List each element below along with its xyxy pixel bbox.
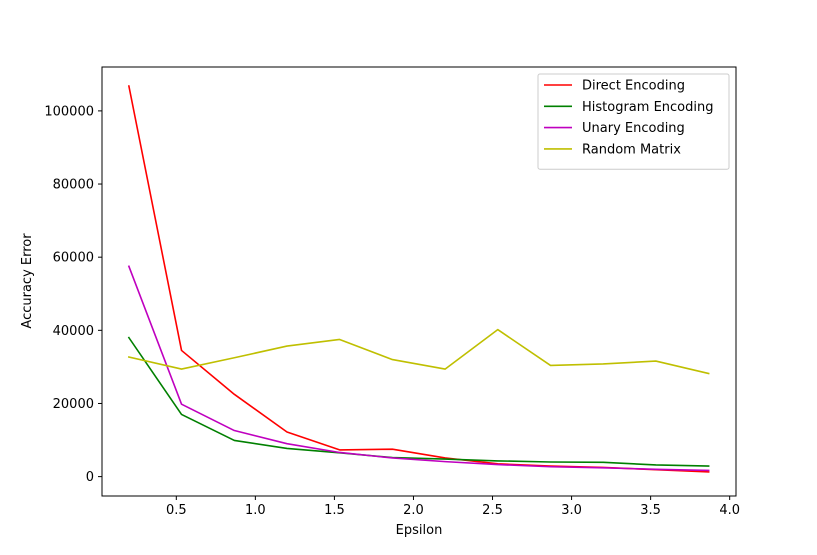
legend-entry-label: Random Matrix xyxy=(582,142,681,157)
x-tick-label: 3.5 xyxy=(640,503,661,518)
x-axis-label: Epsilon xyxy=(396,523,443,538)
series-line-random-matrix xyxy=(127,328,710,375)
legend: Direct Encoding Histogram Encoding Unary E… xyxy=(537,73,730,170)
y-tick-label: 100000 xyxy=(44,104,94,119)
y-tick-label: 0 xyxy=(86,470,94,485)
series-line-histogram-encoding xyxy=(127,336,710,467)
x-tick-label: 2.5 xyxy=(482,503,503,518)
x-tick-label: 4.0 xyxy=(719,503,740,518)
y-tick-label: 40000 xyxy=(53,324,94,339)
series-layer xyxy=(127,85,710,473)
y-tick-label: 20000 xyxy=(53,397,94,412)
y-tick-label: 60000 xyxy=(53,251,94,266)
x-tick-label: 2.0 xyxy=(403,503,424,518)
y-axis: 0 20000 40000 60000 80000 100000 xyxy=(44,104,102,485)
x-tick-label: 1.5 xyxy=(324,503,345,518)
y-tick-label: 80000 xyxy=(53,178,94,193)
plot-frame xyxy=(101,66,737,497)
legend-entry-label: Direct Encoding xyxy=(582,79,685,94)
x-tick-label: 0.5 xyxy=(166,503,187,518)
x-tick-label: 3.0 xyxy=(561,503,582,518)
legend-entry-label: Histogram Encoding xyxy=(582,100,713,115)
legend-box xyxy=(537,73,730,170)
series-line-unary-encoding xyxy=(127,265,710,472)
legend-entry-label: Unary Encoding xyxy=(582,121,685,136)
y-axis-label: Accuracy Error xyxy=(20,233,35,329)
x-tick-label: 1.0 xyxy=(245,503,266,518)
x-axis: 0.5 1.0 1.5 2.0 2.5 3.0 3.5 4.0 xyxy=(166,496,740,518)
